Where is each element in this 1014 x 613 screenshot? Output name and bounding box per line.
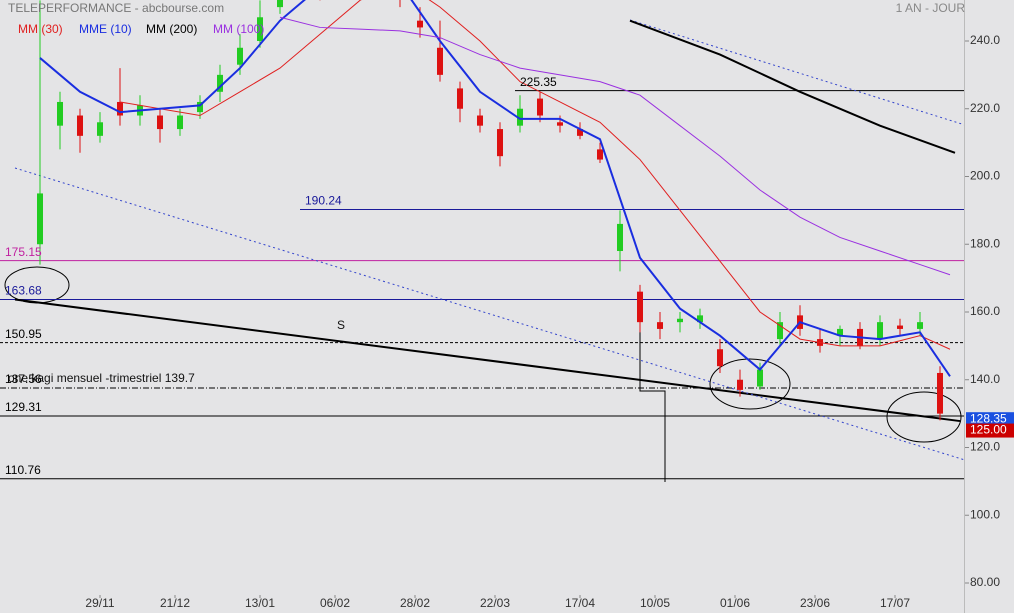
candle-body (757, 369, 763, 387)
indicator-line (629, 19, 956, 154)
level-label: 175.15 (5, 245, 42, 259)
candle-body (97, 122, 103, 136)
candle-body (157, 115, 163, 130)
candle-body (117, 101, 123, 116)
legend-entry: MME (10) (79, 22, 132, 36)
candle-body (617, 223, 623, 252)
candle-body (777, 322, 783, 340)
trend-line (14, 298, 961, 423)
candle-body (457, 88, 463, 109)
y-tick-label: 140.0 (970, 372, 1000, 386)
x-tick-label: 29/11 (85, 596, 114, 610)
plot-area (0, 0, 964, 482)
level-label: 225.35 (520, 75, 557, 89)
legend-entry: MM (200) (146, 22, 197, 36)
indicator-line (39, 0, 951, 377)
price-tag-label: 128.35 (970, 411, 1007, 425)
candle-body (877, 322, 883, 340)
candle-body (577, 129, 583, 136)
candle-body (237, 47, 243, 65)
candle-body (277, 0, 283, 8)
annotation: S (337, 318, 345, 332)
candle-body (917, 322, 923, 329)
level-label: 110.76 (5, 463, 41, 477)
candle-body (217, 74, 223, 92)
x-tick-label: 01/06 (720, 596, 750, 610)
level-label: 163.68 (5, 284, 42, 298)
y-tick-label: 120.0 (970, 440, 1000, 454)
indicator-line (119, 0, 951, 350)
candle-body (597, 149, 603, 160)
level-label: 150.95 (5, 327, 42, 341)
trend-line (629, 19, 964, 126)
candle-body (437, 47, 443, 75)
y-tick-label: 80.00 (970, 575, 1000, 589)
candle-body (37, 193, 43, 245)
level-label: 190.24 (305, 194, 342, 208)
candle-body (717, 349, 723, 367)
projection-bracket (639, 301, 666, 482)
indicator-line (279, 16, 951, 276)
candle-body (737, 379, 743, 390)
candle-body (517, 108, 523, 126)
candle-body (177, 115, 183, 130)
candle-body (537, 98, 543, 116)
legend-entry: MM (30) (18, 22, 63, 36)
period-label: 1 AN - JOUR (896, 1, 966, 15)
candle-body (77, 115, 83, 136)
candle-body (897, 325, 903, 329)
level-label: 137.56 (5, 372, 42, 386)
candle-body (657, 322, 663, 329)
x-tick-label: 23/06 (800, 596, 830, 610)
candle-body (937, 372, 943, 414)
y-tick-label: 180.0 (970, 236, 1000, 250)
candle-body (257, 17, 263, 41)
x-tick-label: 22/03 (480, 596, 510, 610)
x-tick-label: 17/07 (880, 596, 910, 610)
candle-body (557, 122, 563, 126)
trend-line (14, 167, 964, 461)
candle-body (497, 129, 503, 157)
y-tick-label: 240.0 (970, 33, 1000, 47)
y-tick-label: 100.0 (970, 507, 1000, 521)
candle-body (677, 318, 683, 323)
candle-body (637, 291, 643, 323)
candle-body (477, 115, 483, 126)
annotation: one kagi mensuel -trimestriel 139.7 (8, 371, 195, 385)
x-tick-label: 17/04 (565, 596, 595, 610)
price-tag (966, 412, 1014, 427)
legend-entry: MM (100) (213, 22, 264, 36)
x-tick-label: 10/05 (640, 596, 670, 610)
level-label: 129.31 (5, 400, 42, 414)
candle-body (197, 101, 203, 113)
candle-body (417, 20, 423, 28)
chart-title: TELEPERFORMANCE - abcbourse.com (8, 1, 224, 15)
candle-body (837, 328, 843, 336)
x-tick-label: 13/01 (245, 596, 275, 610)
x-tick-label: 28/02 (400, 596, 430, 610)
highlight-ellipse (709, 358, 791, 410)
price-tag (966, 423, 1014, 438)
highlight-ellipse (886, 391, 962, 443)
y-tick-label: 160.0 (970, 304, 1000, 318)
price-tag-label: 125.00 (970, 423, 1007, 437)
y-tick-label: 220.0 (970, 101, 1000, 115)
x-tick-label: 21/12 (160, 596, 190, 610)
candle-body (697, 315, 703, 323)
candle-body (57, 101, 63, 126)
x-tick-label: 06/02 (320, 596, 350, 610)
y-tick-label: 200.0 (970, 169, 1000, 183)
